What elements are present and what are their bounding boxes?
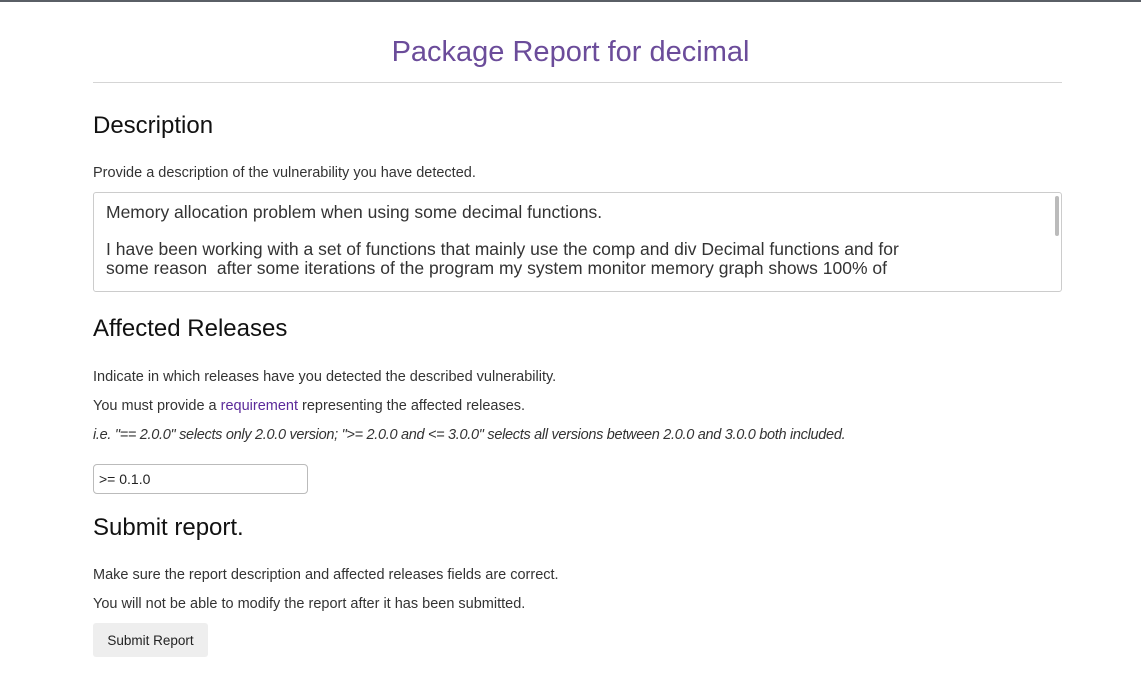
description-heading: Description — [93, 112, 214, 139]
submit-report-button[interactable]: Submit Report — [93, 623, 208, 657]
divider — [93, 82, 1062, 83]
submit-heading: Submit report. — [93, 514, 244, 541]
description-line: some reason after some iterations of the… — [106, 258, 888, 278]
affected-example: i.e. "== 2.0.0" selects only 2.0.0 versi… — [93, 427, 846, 443]
description-line: Memory allocation problem when using som… — [106, 202, 603, 222]
submit-warning: You will not be able to modify the repor… — [93, 596, 526, 612]
textarea-scrollbar[interactable] — [1055, 196, 1059, 236]
affected-help: Indicate in which releases have you dete… — [93, 369, 557, 385]
description-line: I have been working with a set of functi… — [106, 239, 899, 259]
submit-help: Make sure the report description and aff… — [93, 567, 559, 583]
affected-releases-input[interactable]: >= 0.1.0 — [93, 464, 308, 494]
page-title: Package Report for decimal — [391, 36, 750, 68]
description-textarea[interactable]: Memory allocation problem when using som… — [93, 192, 1062, 292]
affected-requirement-help: You must provide a requirement represent… — [93, 398, 525, 414]
text: representing the affected releases. — [298, 398, 526, 414]
text: You must provide a — [93, 398, 221, 414]
example-text: i.e. "== 2.0.0" selects only 2.0.0 versi… — [93, 427, 846, 443]
description-help: Provide a description of the vulnerabili… — [93, 165, 476, 181]
requirement-link[interactable]: requirement — [220, 398, 299, 414]
affected-releases-heading: Affected Releases — [93, 315, 288, 342]
